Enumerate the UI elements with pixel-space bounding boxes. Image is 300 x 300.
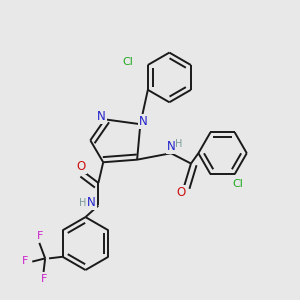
Text: O: O: [176, 186, 185, 200]
Text: F: F: [41, 274, 47, 284]
Text: N: N: [87, 196, 96, 209]
Text: N: N: [139, 115, 148, 128]
Text: N: N: [167, 140, 175, 153]
Text: Cl: Cl: [122, 57, 133, 67]
Text: N: N: [97, 110, 106, 123]
Text: H: H: [175, 139, 183, 148]
Text: F: F: [37, 231, 43, 241]
Text: H: H: [79, 198, 87, 208]
Text: F: F: [22, 256, 28, 266]
Text: Cl: Cl: [232, 179, 243, 189]
Text: O: O: [77, 160, 86, 172]
